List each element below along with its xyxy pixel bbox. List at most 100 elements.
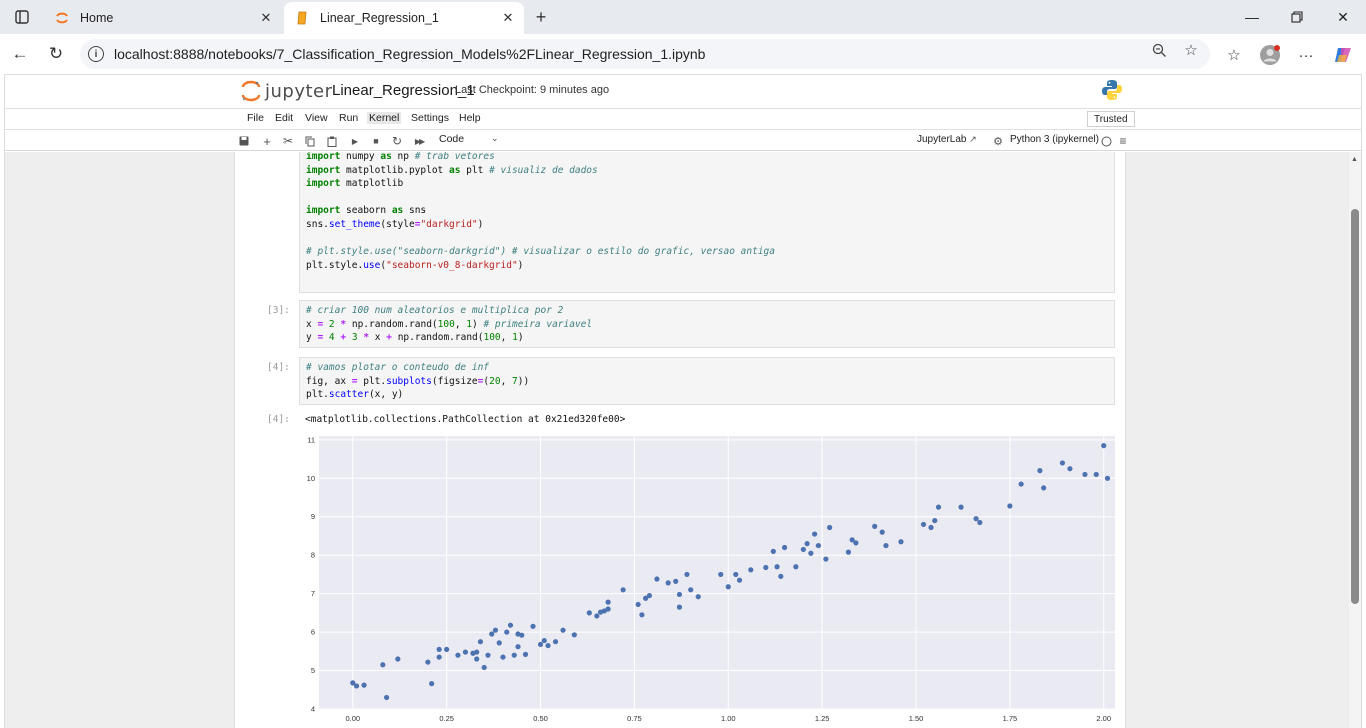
menu-edit[interactable]: Edit <box>275 112 294 124</box>
x-tick-label: 0.25 <box>439 714 454 723</box>
scatter-point <box>444 646 450 653</box>
page-scrollbar[interactable]: ▲ <box>1349 152 1361 728</box>
menu-run[interactable]: Run <box>339 112 359 124</box>
tab-home-title: Home <box>80 11 114 25</box>
scatter-point <box>1037 468 1043 474</box>
code-line: y = 4 + 3 * x + np.random.rand(100, 1) <box>306 332 524 344</box>
scatter-point <box>1041 485 1047 491</box>
scatter-point <box>425 659 431 665</box>
close-tab-icon[interactable]: ✕ <box>260 10 272 25</box>
code-line: plt.scatter(x, y) <box>306 389 404 401</box>
menu-icon[interactable]: ≡ <box>1119 134 1127 148</box>
zoom-out-icon[interactable] <box>1148 39 1170 61</box>
chevron-down-icon[interactable]: ⌄ <box>491 133 499 143</box>
kernel-name[interactable]: Python 3 (ipykernel) <box>1010 134 1099 145</box>
site-info-icon[interactable]: i <box>88 46 104 62</box>
scatter-point <box>519 632 525 638</box>
scatter-point <box>560 627 566 633</box>
kernel-status-icon <box>1098 133 1114 149</box>
y-tick-label: 6 <box>311 628 315 637</box>
code-line: # plt.style.use("seaborn-darkgrid") # vi… <box>306 246 775 258</box>
menu-help[interactable]: Help <box>459 112 481 124</box>
jupyter-logo-icon <box>241 80 261 102</box>
url-text[interactable]: localhost:8888/notebooks/7_Classificatio… <box>114 46 706 62</box>
scatter-point <box>673 578 679 584</box>
x-tick-label: 1.50 <box>909 714 924 723</box>
menu-file[interactable]: File <box>247 112 264 124</box>
tab-linear-regression[interactable]: Linear_Regression_1 ✕ <box>284 2 524 34</box>
scatter-point <box>511 652 517 658</box>
scatter-point <box>733 571 739 578</box>
scatter-point <box>395 656 401 662</box>
tab-linear-regression-title: Linear_Regression_1 <box>320 11 439 25</box>
scatter-point <box>932 517 938 524</box>
jupyter-page: jupyter Linear_Regression_1 Last Checkpo… <box>4 74 1362 728</box>
gear-icon[interactable]: ⚙ <box>993 135 1003 148</box>
jupyterlab-link[interactable]: JupyterLab ↗ <box>917 134 977 145</box>
code-line: # vamos plotar o conteudo de inf <box>306 362 490 373</box>
run-all-icon[interactable]: ▶▶ <box>414 136 425 146</box>
copy-icon[interactable] <box>302 133 318 149</box>
reload-icon[interactable]: ↻ <box>48 44 64 63</box>
close-window-icon[interactable]: ✕ <box>1337 8 1349 25</box>
stop-kernel-icon[interactable]: ■ <box>373 136 379 146</box>
cut-icon[interactable]: ✂ <box>282 134 294 148</box>
scatter-point <box>350 680 356 686</box>
tab-home[interactable]: Home ✕ <box>44 2 282 34</box>
x-tick-label: 1.75 <box>1003 714 1018 723</box>
paste-icon[interactable] <box>324 133 340 149</box>
scatter-point <box>1101 443 1107 449</box>
restore-icon[interactable] <box>1274 4 1320 30</box>
scatter-point <box>643 595 649 601</box>
code-cell[interactable]: # vamos plotar o conteudo de inf fig, ax… <box>299 357 1115 405</box>
trusted-indicator[interactable]: Trusted <box>1087 111 1135 127</box>
menu-kernel[interactable]: Kernel <box>367 112 402 124</box>
code-cell[interactable]: # criar 100 num aleatorios e multiplica … <box>299 300 1115 348</box>
more-options-icon[interactable]: ··· <box>1298 46 1314 64</box>
insert-cell-icon[interactable]: + <box>263 133 271 149</box>
new-tab-icon[interactable]: + <box>535 6 547 27</box>
tab-actions-icon[interactable] <box>8 6 36 28</box>
scatter-point <box>492 627 499 633</box>
code-line <box>306 191 1108 205</box>
scroll-thumb[interactable] <box>1351 209 1359 604</box>
copilot-icon[interactable] <box>1331 43 1355 67</box>
browser-toolbar: ← ↻ i localhost:8888/notebooks/7_Classif… <box>0 34 1366 74</box>
scatter-point <box>485 652 491 658</box>
minimize-icon[interactable]: — <box>1245 9 1259 25</box>
scatter-point <box>823 556 829 562</box>
x-tick-label: 0.50 <box>533 714 548 723</box>
scatter-point <box>1067 466 1073 472</box>
profile-avatar-icon[interactable] <box>1258 43 1282 67</box>
address-bar[interactable]: i localhost:8888/notebooks/7_Classificat… <box>80 39 1210 69</box>
scatter-point <box>804 541 810 547</box>
scatter-point <box>361 682 367 688</box>
restart-kernel-icon[interactable]: ↻ <box>391 134 403 148</box>
favorite-star-icon[interactable]: ☆ <box>1184 42 1198 59</box>
save-icon[interactable] <box>236 133 252 149</box>
scatter-point <box>586 610 592 616</box>
scatter-point <box>605 599 611 605</box>
menu-view[interactable]: View <box>305 112 328 124</box>
scatter-point <box>605 606 611 612</box>
cell-type-select[interactable]: Code <box>439 133 465 145</box>
back-icon[interactable]: ← <box>11 44 29 63</box>
scatter-point <box>845 549 852 555</box>
scroll-up-icon[interactable]: ▲ <box>1351 156 1358 163</box>
y-tick-label: 9 <box>311 512 315 521</box>
scatter-point <box>1018 481 1024 487</box>
python-logo-icon <box>1101 79 1123 101</box>
code-line: sns.set_theme(style="darkgrid") <box>306 218 484 230</box>
scatter-point <box>383 694 390 701</box>
scatter-point <box>515 644 521 650</box>
run-cell-icon[interactable]: ▶ <box>351 136 359 146</box>
favorites-icon[interactable]: ☆ <box>1227 47 1241 64</box>
code-cell[interactable]: import numpy as np # trab vetores import… <box>299 152 1115 293</box>
jupyter-logo[interactable]: jupyter <box>241 80 333 102</box>
scatter-point <box>545 642 551 649</box>
close-tab-icon[interactable]: ✕ <box>502 10 514 25</box>
menu-settings[interactable]: Settings <box>411 112 449 124</box>
last-checkpoint: Last Checkpoint: 9 minutes ago <box>455 84 610 96</box>
notebook-title[interactable]: Linear_Regression_1 <box>332 82 475 99</box>
scatter-chart-svg: 0.00 0.25 0.50 0.75 1.00 1.25 1.50 1.75 2.00 4 5 6 7… <box>307 435 1115 723</box>
